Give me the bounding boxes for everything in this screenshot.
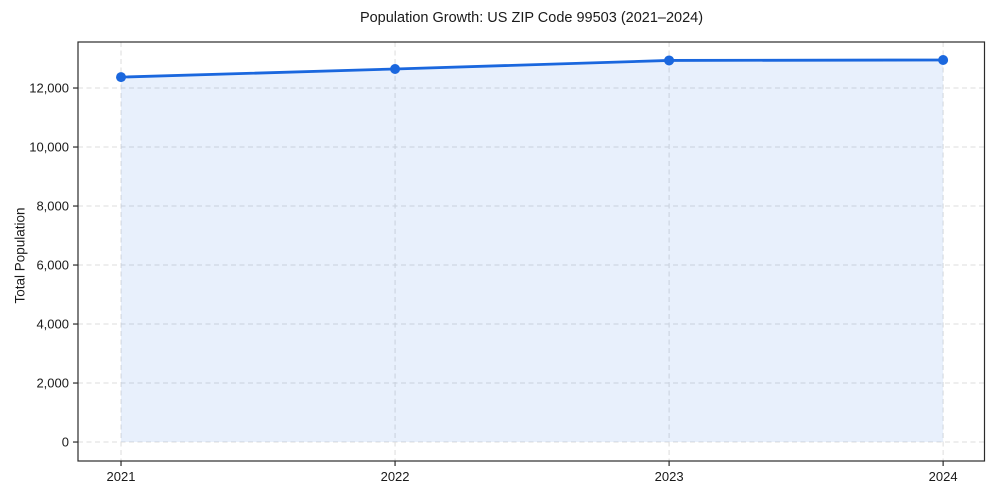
chart-title: Population Growth: US ZIP Code 99503 (20… bbox=[359, 10, 704, 26]
y-tick-label-4,000: 4,000 bbox=[36, 317, 69, 332]
x-tick-label-2022: 2022 bbox=[381, 469, 410, 484]
y-tick-label-0: 0 bbox=[62, 435, 69, 450]
x-tick-label-2024: 2024 bbox=[929, 469, 958, 484]
data-point-2023 bbox=[664, 55, 675, 66]
data-point-2021 bbox=[116, 72, 127, 83]
plot-border bbox=[77, 41, 986, 462]
y-tick-label-10,000: 10,000 bbox=[29, 140, 69, 155]
y-tick-label-8,000: 8,000 bbox=[36, 199, 69, 214]
y-tick-label-12,000: 12,000 bbox=[29, 81, 69, 96]
area-fill bbox=[121, 59, 944, 443]
x-tick-label-2023: 2023 bbox=[655, 469, 684, 484]
data-point-2022 bbox=[390, 63, 401, 74]
data-point-2024 bbox=[938, 54, 949, 65]
y-tick-label-6,000: 6,000 bbox=[36, 258, 69, 273]
population-line bbox=[119, 58, 945, 79]
x-tick-label-2021: 2021 bbox=[107, 469, 136, 484]
y-tick-label-2,000: 2,000 bbox=[36, 376, 69, 391]
